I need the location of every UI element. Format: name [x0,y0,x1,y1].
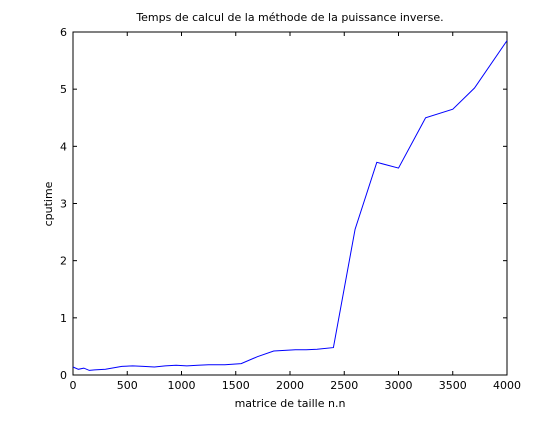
x-tick-label: 500 [117,379,138,392]
y-tick-label: 6 [60,26,67,39]
y-axis-ticks: 0 1 2 3 4 5 6 [60,26,507,382]
y-tick-label: 0 [60,369,67,382]
x-tick-label: 1500 [222,379,250,392]
x-axis-label: matrice de taille n.n [235,397,346,410]
series-group [72,40,508,371]
x-tick-label: 0 [70,379,77,392]
y-tick-label: 2 [60,255,67,268]
x-tick-label: 2500 [330,379,358,392]
series-line-0 [72,40,508,371]
x-axis-ticks: 0 500 1000 1500 2000 2500 3000 3500 4000 [70,32,521,392]
x-tick-label: 3000 [385,379,413,392]
plot-area [72,31,508,376]
chart-title: Temps de calcul de la méthode de la puis… [135,11,443,24]
y-tick-label: 3 [60,198,67,211]
y-tick-label: 4 [60,140,67,153]
y-axis-label: cputime [42,181,55,226]
y-tick-label: 1 [60,312,67,325]
y-tick-label: 5 [60,83,67,96]
x-tick-label: 3500 [439,379,467,392]
x-tick-label: 4000 [493,379,521,392]
x-tick-label: 1000 [168,379,196,392]
x-tick-label: 2000 [276,379,304,392]
